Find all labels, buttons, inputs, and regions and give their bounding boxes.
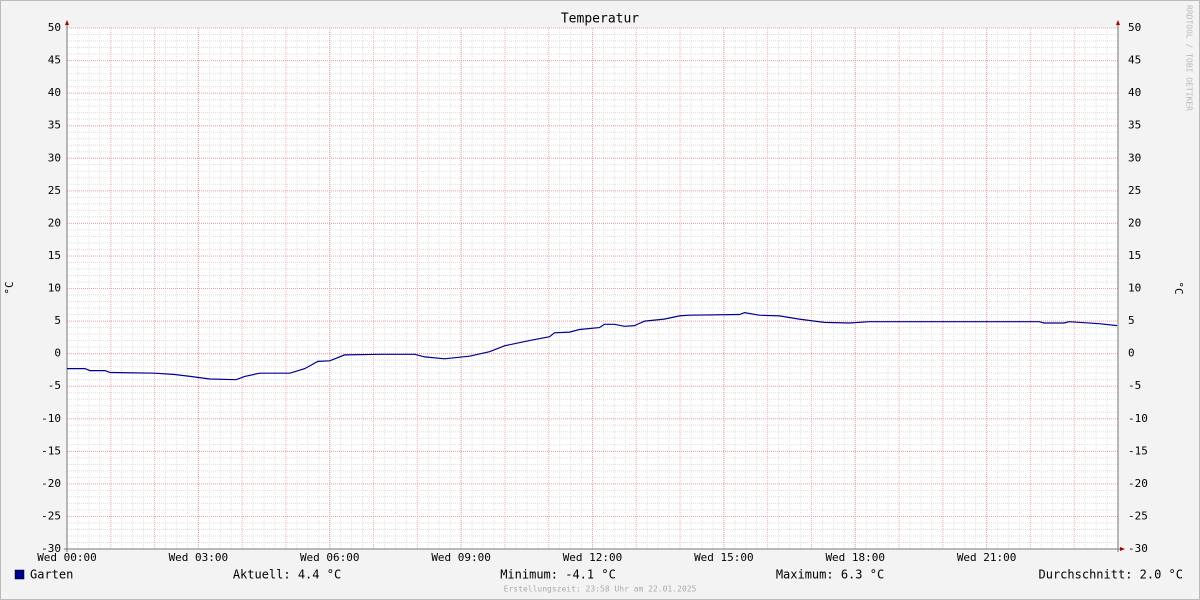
y-tick-label: 45 bbox=[48, 54, 61, 67]
y2-tick-label: 5 bbox=[1128, 314, 1135, 327]
y-tick-label: -15 bbox=[41, 444, 61, 457]
y-axis-label: °C bbox=[3, 281, 16, 294]
chart-title: Temperatur bbox=[561, 12, 639, 27]
y2-tick-label: 40 bbox=[1128, 86, 1141, 99]
x-tick-label: Wed 12:00 bbox=[563, 551, 623, 564]
y-tick-label: 50 bbox=[48, 21, 61, 34]
axis-arrow bbox=[65, 20, 69, 25]
y-tick-label: 25 bbox=[48, 184, 61, 197]
x-tick-label: Wed 09:00 bbox=[431, 551, 491, 564]
x-tick-label: Wed 06:00 bbox=[300, 551, 360, 564]
y2-tick-label: 0 bbox=[1128, 347, 1135, 360]
y2-tick-label: -15 bbox=[1128, 444, 1148, 457]
y-tick-label: 5 bbox=[54, 314, 61, 327]
y2-tick-label: 25 bbox=[1128, 184, 1141, 197]
x-tick-label: Wed 03:00 bbox=[169, 551, 229, 564]
y2-tick-label: -5 bbox=[1128, 379, 1141, 392]
legend-stat: Durchschnitt: 2.0 °C bbox=[1039, 568, 1184, 582]
y-tick-label: -20 bbox=[41, 477, 61, 490]
axis-arrow bbox=[1116, 20, 1120, 25]
footer: Erstellungszeit: 23:58 Uhr am 22.01.2025 bbox=[504, 585, 697, 594]
y2-tick-label: -10 bbox=[1128, 412, 1148, 425]
y2-tick-label: 15 bbox=[1128, 249, 1141, 262]
y2-tick-label: 35 bbox=[1128, 119, 1141, 132]
x-tick-label: Wed 00:00 bbox=[37, 551, 97, 564]
y2-tick-label: 50 bbox=[1128, 21, 1141, 34]
y2-tick-label: 10 bbox=[1128, 282, 1141, 295]
data-line bbox=[67, 311, 1118, 381]
y-tick-label: -30 bbox=[41, 542, 61, 555]
y-tick-label: -25 bbox=[41, 509, 61, 522]
y2-tick-label: -20 bbox=[1128, 477, 1148, 490]
y-tick-label: 15 bbox=[48, 249, 61, 262]
y-tick-label: 0 bbox=[54, 347, 61, 360]
y-tick-label: 20 bbox=[48, 216, 61, 229]
y2-tick-label: -30 bbox=[1128, 542, 1148, 555]
y2-axis-label: °C bbox=[1172, 281, 1185, 294]
legend-stat: Aktuell: 4.4 °C bbox=[233, 568, 341, 582]
legend-swatch bbox=[14, 569, 25, 580]
y2-tick-label: 20 bbox=[1128, 216, 1141, 229]
y2-tick-label: -25 bbox=[1128, 509, 1148, 522]
watermark: RRDTOOL / TOBI OETIKER bbox=[1185, 5, 1194, 111]
y2-tick-label: 30 bbox=[1128, 151, 1141, 164]
y-tick-label: -10 bbox=[41, 412, 61, 425]
x-tick-label: Wed 15:00 bbox=[694, 551, 754, 564]
legend-stat: Minimum: -4.1 °C bbox=[500, 568, 616, 582]
y-tick-label: 35 bbox=[48, 119, 61, 132]
x-tick-label: Wed 21:00 bbox=[957, 551, 1017, 564]
y-tick-label: 10 bbox=[48, 282, 61, 295]
legend-label: Garten bbox=[30, 568, 73, 582]
y-tick-label: 30 bbox=[48, 151, 61, 164]
y-tick-label: 40 bbox=[48, 86, 61, 99]
y-tick-label: -5 bbox=[48, 379, 61, 392]
x-tick-label: Wed 18:00 bbox=[825, 551, 885, 564]
y2-tick-label: 45 bbox=[1128, 54, 1141, 67]
axis-arrow bbox=[1120, 547, 1125, 551]
legend-stat: Maximum: 6.3 °C bbox=[776, 568, 884, 582]
